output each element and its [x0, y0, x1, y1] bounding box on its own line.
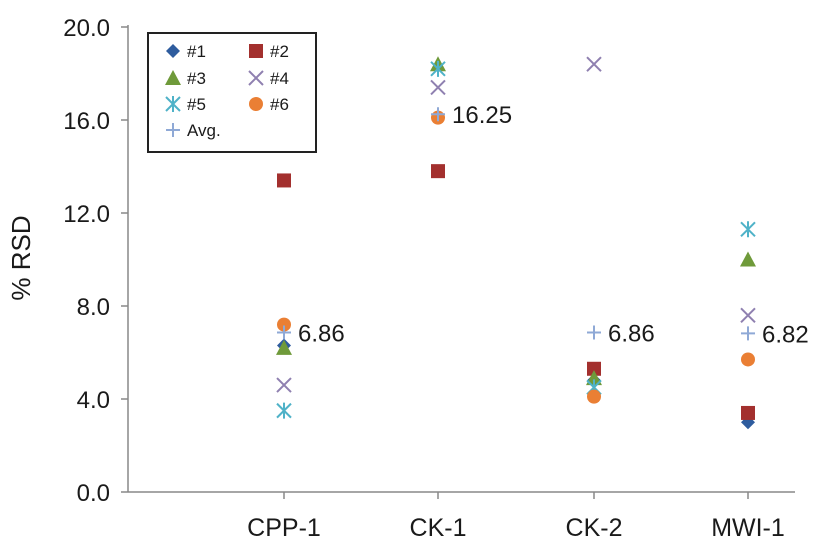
x-tick-label: MWI-1 — [711, 514, 785, 542]
point-4 — [740, 307, 756, 324]
point-2 — [277, 173, 291, 188]
avg-annotations: 6.86 16.25 6.86 6.82 — [298, 102, 809, 348]
x-tick-label: CPP-1 — [247, 514, 321, 542]
legend-label: #3 — [187, 69, 206, 88]
point-5 — [276, 402, 292, 419]
legend: #1 #2 #3 #4 #5 #6 Avg. — [147, 32, 317, 153]
avg-annotation: 16.25 — [452, 102, 512, 129]
y-tick-label: 4.0 — [77, 387, 110, 414]
point-avg — [431, 107, 445, 122]
point-5 — [430, 60, 446, 77]
y-tick-label: 16.0 — [63, 108, 110, 135]
x-tick-label: CK-1 — [410, 514, 467, 542]
point-6 — [277, 317, 291, 332]
y-tick-label: 20.0 — [63, 15, 110, 42]
legend-label: #4 — [270, 69, 289, 88]
avg-annotation: 6.82 — [762, 321, 809, 348]
point-4 — [276, 377, 292, 393]
legend-label: #6 — [270, 95, 289, 114]
legend-marker — [249, 44, 263, 58]
y-tick-label: 0.0 — [77, 480, 110, 507]
legend-label: #1 — [187, 42, 206, 61]
x-ticks: CPP-1 CK-1 CK-2 MWI-1 — [247, 492, 785, 542]
avg-annotation: 6.86 — [608, 321, 655, 348]
point-6 — [741, 352, 755, 367]
point-4 — [430, 79, 446, 96]
axes — [127, 25, 795, 493]
y-ticks: 0.0 4.0 8.0 12.0 16.0 20.0 — [63, 15, 128, 507]
legend-marker — [249, 97, 263, 111]
point-2 — [741, 405, 755, 420]
legend-label: #5 — [187, 95, 206, 114]
point-avg — [277, 325, 291, 340]
legend-marker — [165, 96, 181, 112]
x-tick-label: CK-2 — [566, 514, 623, 542]
point-5 — [740, 221, 756, 238]
legend-box — [147, 32, 317, 153]
legend-marker — [166, 123, 180, 137]
point-avg — [587, 325, 601, 340]
point-avg — [741, 326, 755, 341]
point-2 — [431, 164, 445, 179]
legend-marker — [248, 70, 264, 86]
point-4 — [586, 56, 602, 72]
point-3 — [586, 370, 602, 386]
point-6 — [587, 389, 601, 404]
legend-marker — [166, 44, 180, 58]
point-3 — [740, 251, 756, 267]
y-tick-label: 12.0 — [63, 201, 110, 228]
legend-label: Avg. — [187, 121, 221, 140]
avg-annotation: 6.86 — [298, 321, 345, 348]
y-axis-label: % RSD — [6, 215, 36, 300]
legend-marker — [165, 70, 181, 85]
data-points — [276, 56, 756, 430]
y-tick-label: 8.0 — [77, 294, 110, 321]
point-2 — [587, 361, 601, 376]
legend-label: #2 — [270, 42, 289, 61]
point-3 — [276, 339, 292, 355]
